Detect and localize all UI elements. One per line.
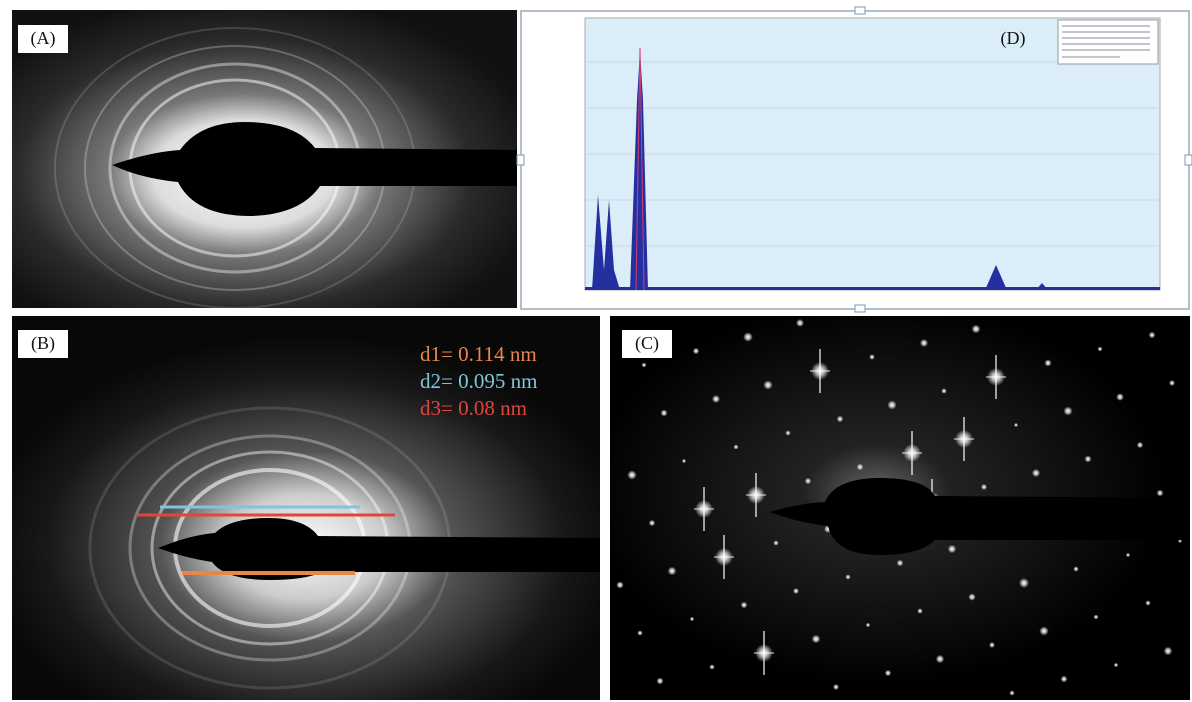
- spot: [968, 593, 975, 600]
- d-spacing: d2= 0.095 nm: [420, 369, 537, 393]
- spot: [833, 684, 839, 690]
- spot: [812, 635, 821, 644]
- spot: [948, 545, 956, 553]
- spot: [897, 560, 904, 567]
- panel-label: (B): [31, 333, 55, 354]
- spot: [712, 395, 720, 403]
- spot: [661, 410, 668, 417]
- spot: [627, 470, 636, 479]
- spot: [793, 588, 799, 594]
- figure: (A) (D): [0, 0, 1192, 702]
- spot: [763, 380, 772, 389]
- panel-d: (D): [517, 7, 1192, 312]
- spot: [920, 339, 928, 347]
- spot: [682, 459, 686, 463]
- panel-label: (A): [31, 28, 56, 49]
- spot: [857, 464, 864, 471]
- spot: [1114, 663, 1118, 667]
- spot: [1032, 469, 1040, 477]
- spot: [741, 602, 748, 609]
- spot: [866, 623, 871, 628]
- spot: [1073, 566, 1078, 571]
- spot: [1044, 359, 1051, 366]
- spot: [616, 581, 623, 588]
- spot: [1149, 332, 1156, 339]
- spot: [709, 664, 714, 669]
- spot: [785, 430, 790, 435]
- spot: [936, 655, 944, 663]
- spot: [1093, 614, 1098, 619]
- spot: [743, 332, 753, 342]
- spot: [637, 630, 642, 635]
- panel-label: (C): [635, 333, 659, 354]
- spot: [733, 444, 738, 449]
- spot: [690, 617, 694, 621]
- spot: [837, 416, 844, 423]
- spot: [885, 670, 891, 676]
- panel-b: (B) d1= 0.114 nm d2= 0.095 nm d3= 0.08 n…: [12, 316, 600, 700]
- spot: [1157, 490, 1164, 497]
- spot: [1126, 553, 1130, 557]
- spot: [773, 540, 778, 545]
- spot: [1061, 676, 1068, 683]
- spot: [656, 677, 663, 684]
- spot: [796, 319, 804, 327]
- spot: [972, 325, 981, 334]
- spot: [989, 642, 995, 648]
- spot: [1145, 600, 1150, 605]
- spot: [1039, 626, 1048, 635]
- panel-c: (C): [610, 316, 1190, 700]
- spot: [887, 400, 896, 409]
- spot: [1137, 442, 1143, 448]
- spot: [1169, 380, 1175, 386]
- d-spacing: d3= 0.08 nm: [420, 396, 527, 420]
- spot: [941, 388, 947, 394]
- spot: [845, 574, 850, 579]
- spot: [693, 348, 700, 355]
- spot: [1164, 647, 1173, 656]
- spot: [1085, 456, 1092, 463]
- spot: [917, 608, 923, 614]
- spot: [642, 363, 647, 368]
- spot: [805, 478, 811, 484]
- panel-label: (D): [1001, 28, 1026, 49]
- spot: [668, 567, 677, 576]
- spot: [1116, 393, 1124, 401]
- d-spacing: d1= 0.114 nm: [420, 342, 537, 366]
- spot: [1098, 347, 1103, 352]
- spot: [1019, 578, 1029, 588]
- spot: [1009, 690, 1014, 695]
- panel-a: (A): [12, 10, 517, 308]
- spot: [981, 484, 987, 490]
- spot: [869, 354, 875, 360]
- spot: [1063, 406, 1072, 415]
- spot: [649, 520, 655, 526]
- spot: [1014, 423, 1018, 427]
